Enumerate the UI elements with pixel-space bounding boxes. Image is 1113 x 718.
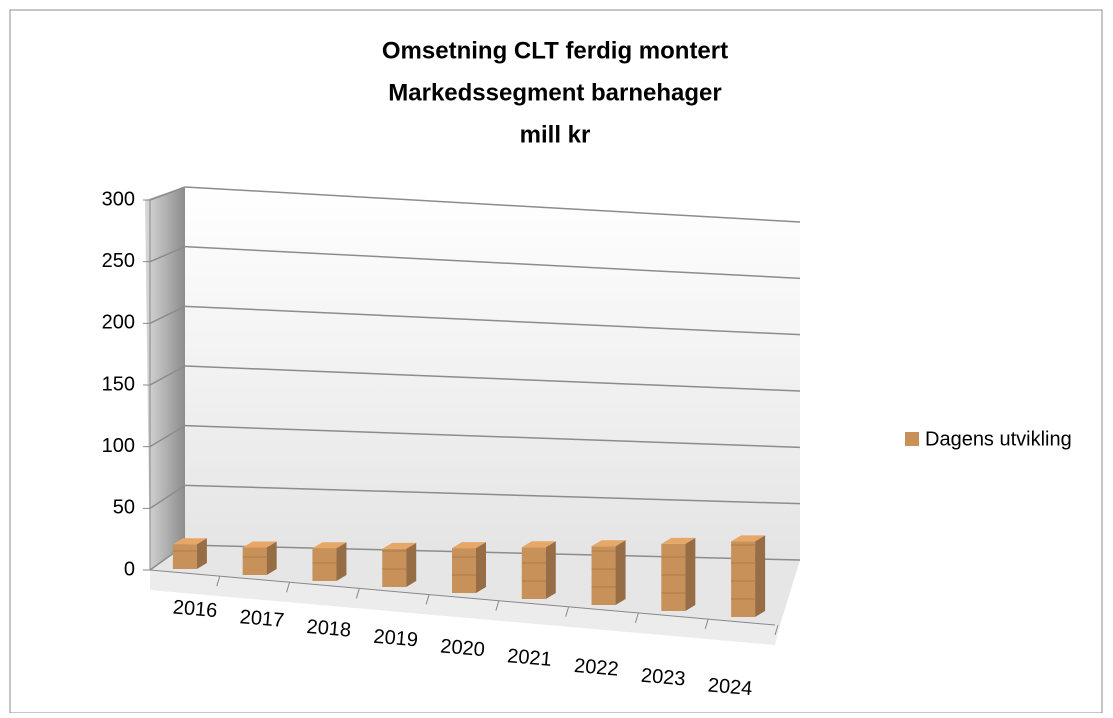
grid-line	[184, 245, 801, 280]
grid-line	[184, 544, 801, 561]
x-tick-mark	[216, 575, 221, 587]
legend-label: Dagens utvikling	[925, 428, 1072, 450]
bar-side	[755, 535, 766, 617]
x-tick-mark	[355, 588, 360, 599]
bar	[731, 541, 756, 617]
bar	[452, 548, 476, 593]
grid-line	[184, 484, 801, 505]
legend-swatch	[905, 432, 919, 446]
x-tick-label: 2017	[239, 606, 285, 632]
bar	[661, 543, 686, 611]
y-tick-label: 150	[102, 373, 135, 395]
bar	[242, 547, 267, 575]
x-tick-mark	[286, 582, 291, 593]
y-tick-label: 50	[113, 497, 135, 519]
y-tick-label: 300	[102, 188, 135, 210]
x-tick-mark	[634, 612, 639, 623]
bar-top	[242, 541, 277, 548]
grid-line	[149, 425, 186, 448]
y-tick-label: 100	[102, 435, 135, 457]
x-tick-mark	[425, 594, 430, 605]
bar-top	[312, 542, 347, 549]
floor-edge	[150, 570, 780, 645]
bar-side	[336, 542, 347, 581]
grid-line	[184, 305, 801, 336]
bar-side	[545, 541, 556, 599]
x-tick-label: 2023	[640, 665, 686, 691]
bar	[382, 548, 407, 587]
x-tick-label: 2018	[306, 616, 352, 642]
bar-top	[591, 540, 626, 547]
bar-top	[382, 542, 417, 549]
grid-line	[184, 424, 801, 449]
x-tick-mark	[774, 624, 779, 636]
bar-top	[452, 542, 486, 549]
grid-line	[149, 484, 186, 509]
x-tick-label: 2020	[439, 635, 485, 661]
bar-side	[476, 542, 486, 593]
x-tick-label: 2021	[506, 645, 552, 671]
bar	[312, 548, 337, 581]
bar	[591, 546, 616, 605]
bar	[172, 544, 197, 569]
bar-side	[196, 538, 207, 569]
chart-title: Omsetning CLT ferdig montert	[382, 37, 728, 64]
x-tick-mark	[704, 618, 709, 630]
grid-line	[184, 365, 801, 392]
bar-top	[731, 535, 766, 542]
x-tick-label: 2022	[573, 655, 619, 681]
side-wall	[145, 187, 185, 570]
grid-line	[149, 305, 186, 325]
bar	[521, 547, 546, 599]
y-tick-label: 0	[124, 558, 135, 580]
grid-line	[149, 245, 186, 263]
grid-line	[149, 186, 186, 201]
x-axis	[149, 569, 776, 626]
x-tick-label: 2024	[707, 674, 753, 700]
bar-side	[266, 541, 277, 575]
bar-side	[685, 537, 696, 611]
x-tick-label: 2019	[373, 626, 419, 652]
bar-side	[406, 542, 417, 587]
bar-top	[661, 537, 696, 544]
bar-top	[521, 541, 556, 548]
bar-side	[615, 540, 626, 605]
x-tick-mark	[565, 606, 570, 617]
chart-title: mill kr	[520, 121, 591, 148]
x-tick-mark	[495, 600, 500, 611]
back-wall	[185, 187, 800, 560]
grid-line	[184, 186, 801, 223]
y-tick-label: 250	[102, 250, 135, 272]
x-tick-label: 2016	[172, 596, 218, 622]
y-tick-label: 200	[102, 312, 135, 334]
bar-top	[172, 538, 207, 545]
chart-title: Markedssegment barnehager	[388, 79, 721, 106]
grid-line	[149, 365, 186, 386]
